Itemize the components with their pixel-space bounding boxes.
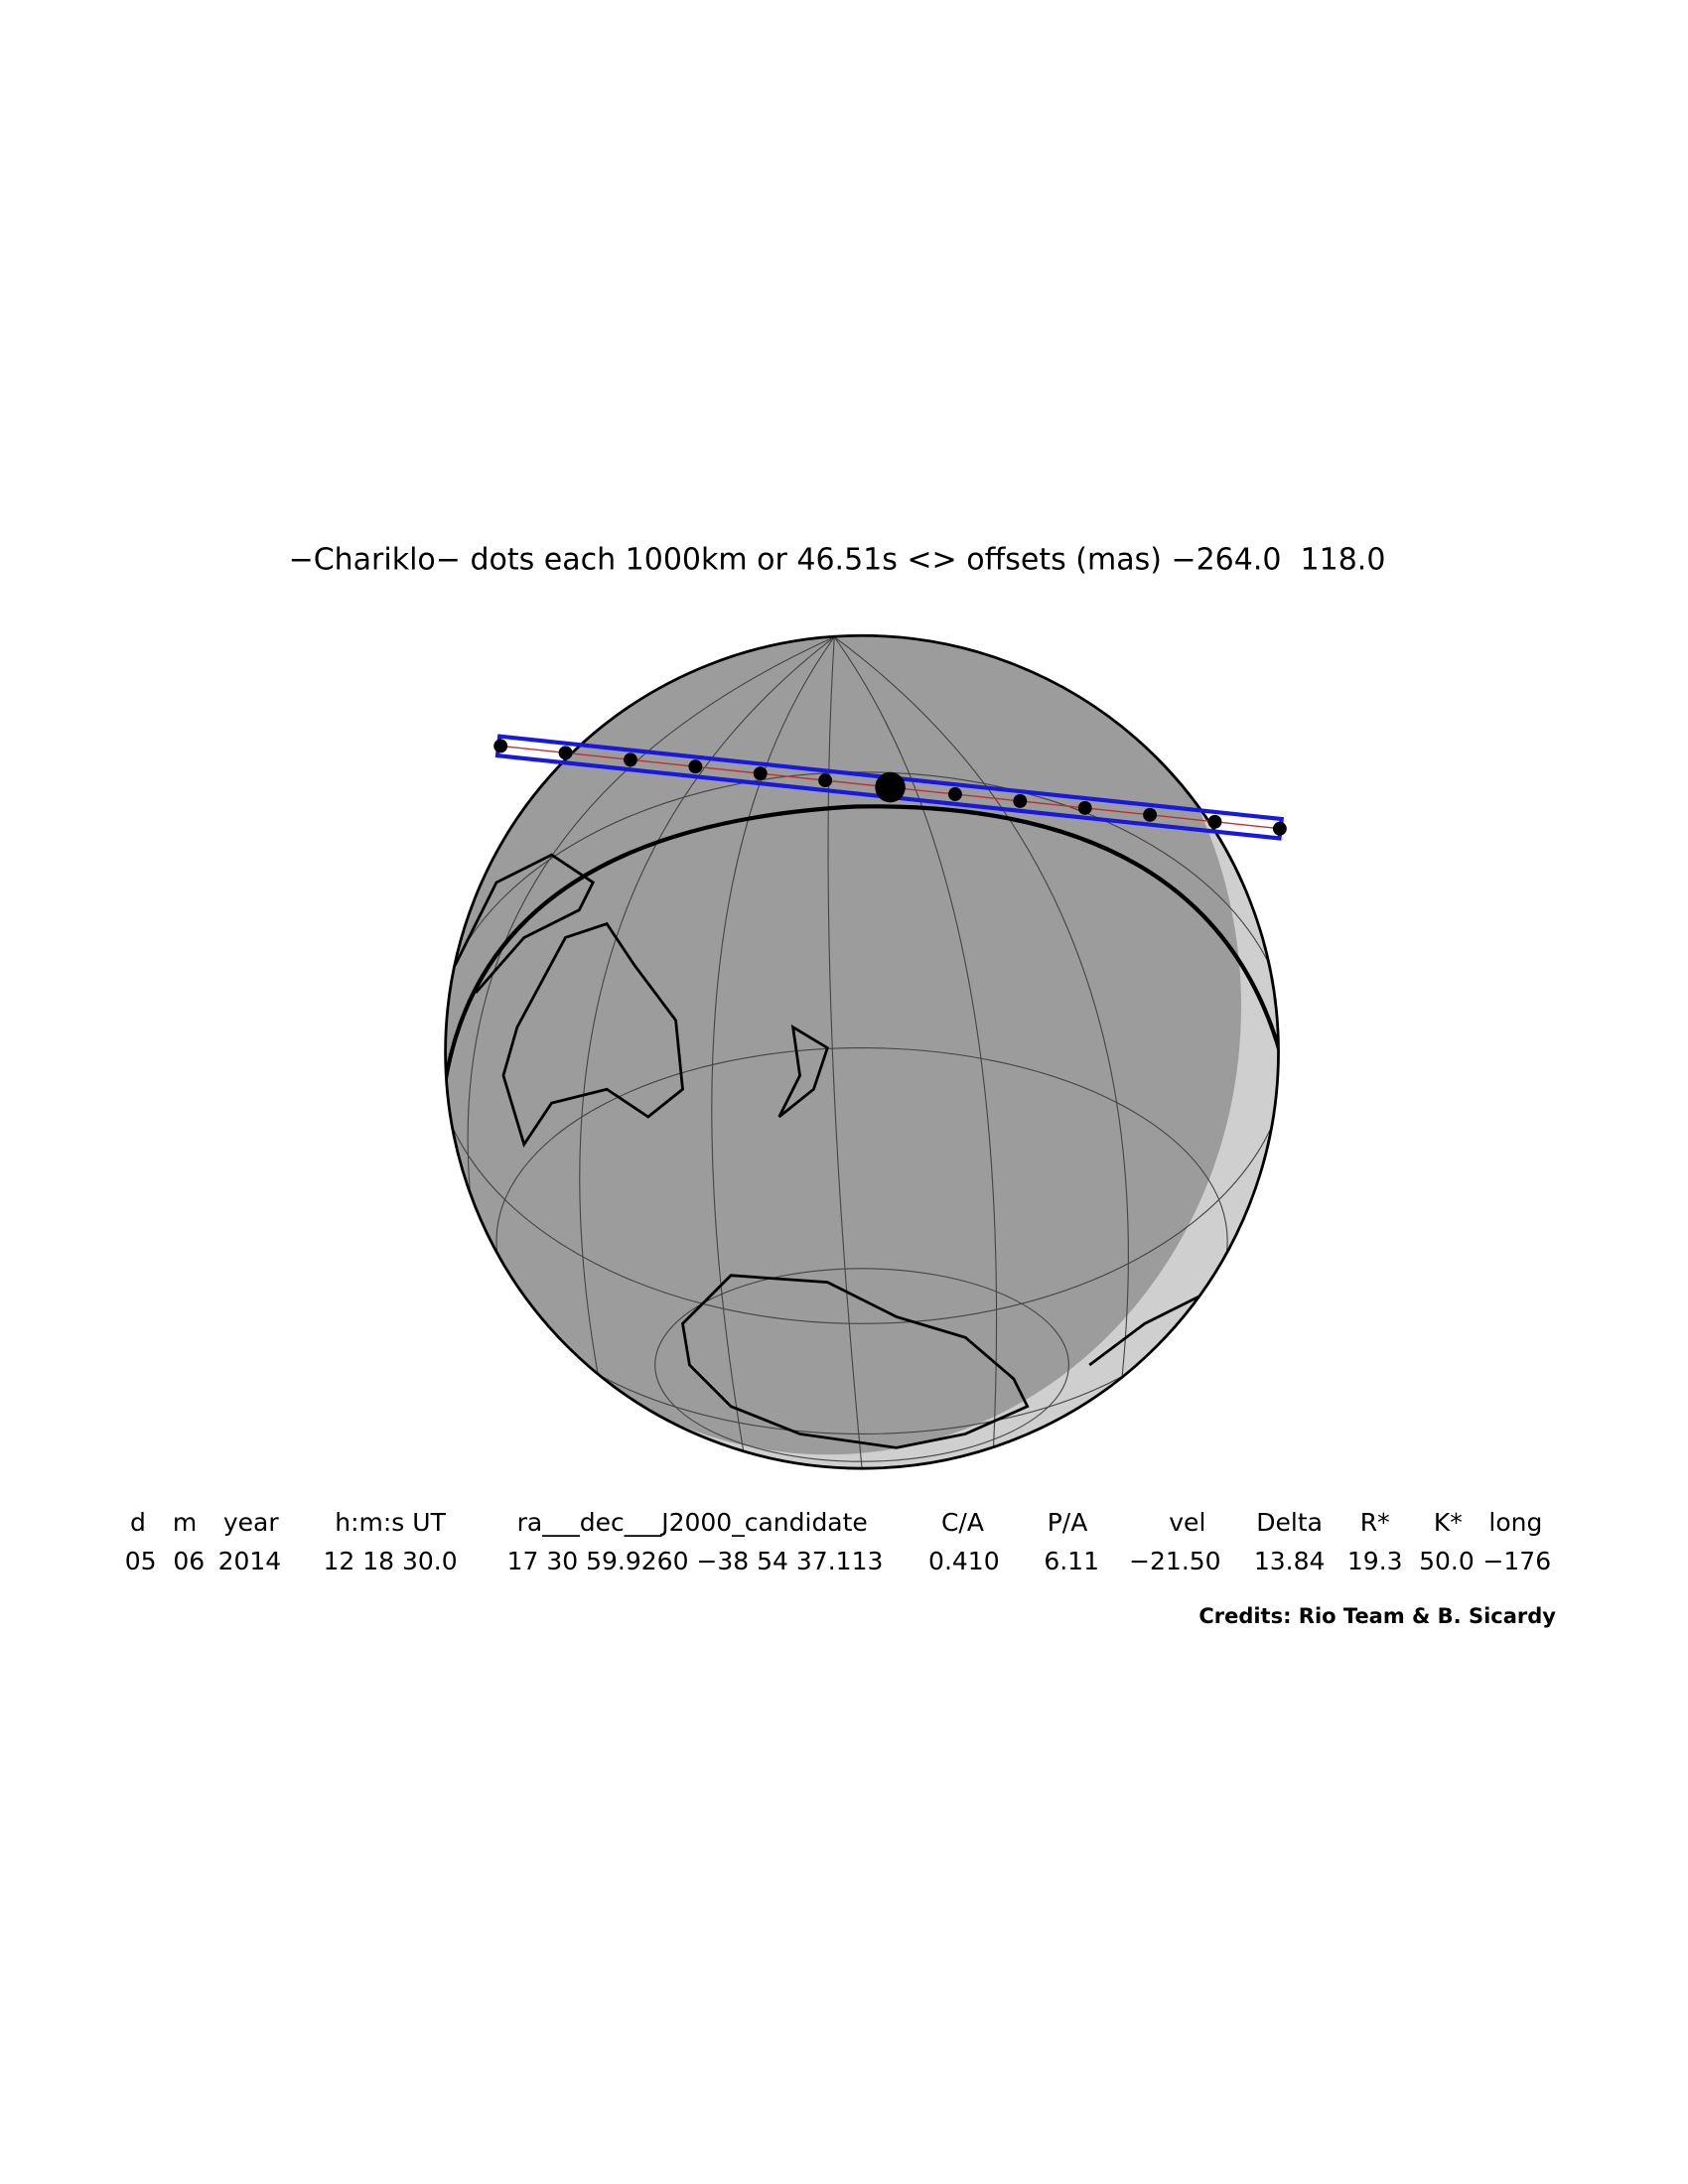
track-dot bbox=[1207, 814, 1222, 829]
table-header-cell: year bbox=[223, 1508, 279, 1537]
table-header-cell: ra___dec___J2000_candidate bbox=[517, 1508, 868, 1537]
table-cell: −176 bbox=[1482, 1547, 1551, 1575]
table-header-cell: h:m:s UT bbox=[335, 1508, 446, 1537]
globe-outline bbox=[444, 633, 1280, 1470]
map-title: −Chariklo− dots each 1000km or 46.51s <>… bbox=[289, 543, 1386, 578]
table-cell: 19.3 bbox=[1347, 1547, 1403, 1575]
table-header-cell: P/A bbox=[1048, 1508, 1088, 1537]
track-dot bbox=[1272, 821, 1287, 836]
track-dot bbox=[493, 739, 508, 753]
table-header-cell: K* bbox=[1434, 1508, 1463, 1537]
table-header-cell: C/A bbox=[941, 1508, 984, 1537]
track-dot bbox=[1013, 794, 1028, 808]
table-cell: 06 bbox=[173, 1547, 205, 1575]
track-dot bbox=[624, 752, 637, 767]
table-header-cell: vel bbox=[1169, 1508, 1205, 1537]
track-dot bbox=[753, 766, 768, 781]
track-dot bbox=[1143, 807, 1158, 822]
credits: Credits: Rio Team & B. Sicardy bbox=[1198, 1604, 1556, 1628]
track-dot bbox=[558, 746, 573, 760]
table-cell: 50.0 bbox=[1419, 1547, 1475, 1575]
table-header-cell: R* bbox=[1360, 1508, 1390, 1537]
track-dot bbox=[818, 773, 833, 788]
table-cell: 05 bbox=[125, 1547, 157, 1575]
closest-approach-dot bbox=[875, 771, 906, 803]
table-cell: 0.410 bbox=[928, 1547, 1000, 1575]
table-cell: 2014 bbox=[218, 1547, 282, 1575]
table-header-cell: long bbox=[1488, 1508, 1542, 1537]
globe-day bbox=[445, 635, 1242, 1455]
track-dot bbox=[947, 787, 962, 801]
globe-map bbox=[444, 633, 1287, 1470]
track-dot bbox=[688, 759, 703, 774]
table-cell: 12 18 30.0 bbox=[323, 1547, 457, 1575]
occultation-track bbox=[493, 734, 1287, 841]
table-header-cell: m bbox=[173, 1508, 197, 1537]
table-cell: 17 30 59.9260 −38 54 37.113 bbox=[507, 1547, 884, 1575]
terminator bbox=[445, 804, 1279, 1090]
table-cell: 13.84 bbox=[1254, 1547, 1326, 1575]
table-cell: −21.50 bbox=[1129, 1547, 1221, 1575]
graticule bbox=[445, 636, 1279, 1469]
coastlines bbox=[454, 853, 1215, 1449]
table-header-cell: d bbox=[130, 1508, 146, 1537]
track-dot bbox=[1077, 800, 1092, 815]
table-header-cell: Delta bbox=[1256, 1508, 1323, 1537]
table-cell: 6.11 bbox=[1044, 1547, 1099, 1575]
